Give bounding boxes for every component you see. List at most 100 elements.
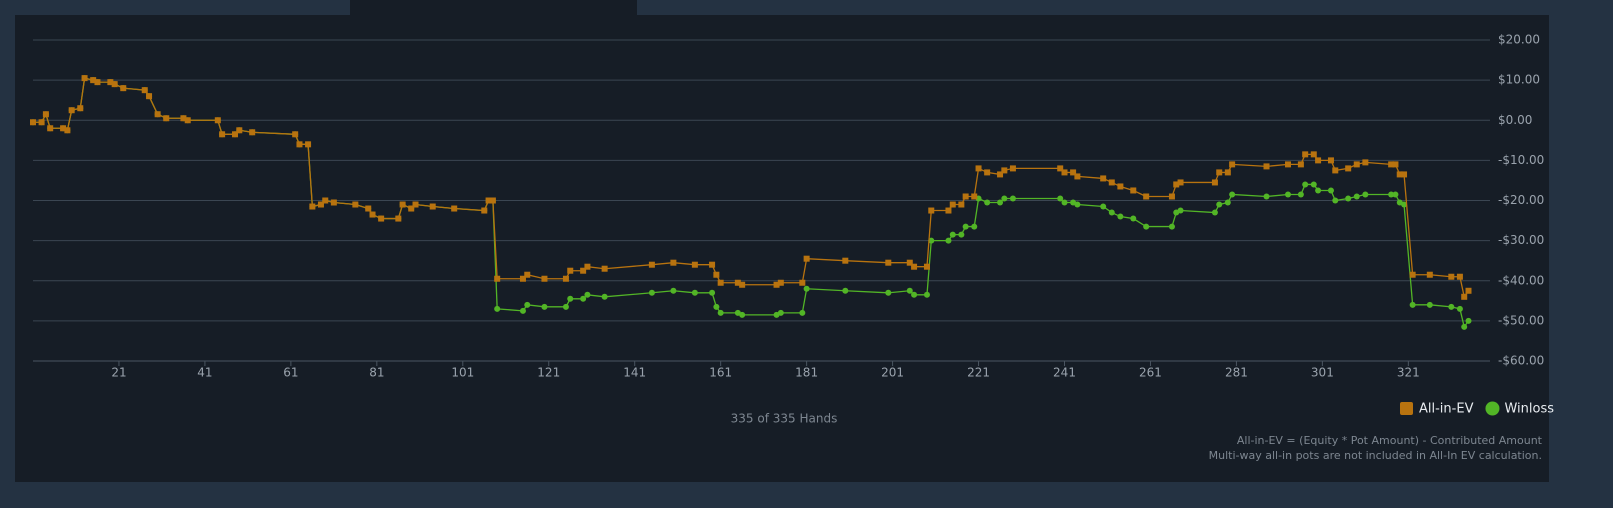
legend-marker xyxy=(1485,401,1500,416)
point xyxy=(524,271,531,278)
point xyxy=(1117,183,1124,190)
point xyxy=(1456,305,1463,312)
point xyxy=(1388,161,1395,168)
x-tick-label: 161 xyxy=(709,366,732,380)
active-tab[interactable] xyxy=(350,0,637,16)
legend-label: All-in-EV xyxy=(1419,402,1474,417)
point xyxy=(691,289,698,296)
y-tick-label: $20.00 xyxy=(1498,33,1540,47)
point xyxy=(1177,179,1184,186)
x-tick-label: 321 xyxy=(1397,366,1420,380)
point xyxy=(1108,179,1115,186)
point xyxy=(214,117,221,124)
point xyxy=(1465,317,1472,324)
point xyxy=(1216,201,1223,208)
note: All-in-EV = (Equity * Pot Amount) - Cont… xyxy=(1237,434,1543,447)
point xyxy=(928,207,935,214)
point xyxy=(842,257,849,264)
point xyxy=(562,275,569,282)
x-tick-label: 261 xyxy=(1139,366,1162,380)
point xyxy=(77,105,84,112)
point xyxy=(1263,163,1270,170)
point xyxy=(945,237,952,244)
point xyxy=(1057,195,1064,202)
point xyxy=(1297,161,1304,168)
x-tick-label: 101 xyxy=(451,366,474,380)
point xyxy=(481,207,488,214)
point xyxy=(1315,187,1322,194)
point xyxy=(928,237,935,244)
x-tick-label: 121 xyxy=(537,366,560,380)
point xyxy=(601,293,608,300)
point xyxy=(842,287,849,294)
point xyxy=(111,81,118,88)
point xyxy=(971,193,978,200)
point xyxy=(580,267,587,274)
point xyxy=(984,199,991,206)
point xyxy=(949,231,956,238)
point xyxy=(562,303,569,310)
point xyxy=(739,281,746,288)
point xyxy=(412,201,419,208)
point xyxy=(971,223,978,230)
point xyxy=(296,141,303,148)
point xyxy=(365,205,372,212)
point xyxy=(94,79,101,86)
point xyxy=(322,197,329,204)
point xyxy=(1130,187,1137,194)
point xyxy=(378,215,385,222)
legend-item[interactable]: All-in-EV xyxy=(1400,402,1474,417)
point xyxy=(773,281,780,288)
point xyxy=(1448,273,1455,280)
point xyxy=(141,87,148,94)
point xyxy=(1401,201,1408,208)
point xyxy=(713,303,720,310)
y-tick-label: $10.00 xyxy=(1498,73,1540,87)
x-tick-label: 301 xyxy=(1311,366,1334,380)
legend-item[interactable]: Winloss xyxy=(1485,401,1554,417)
note: Multi-way all-in pots are not included i… xyxy=(1209,449,1542,462)
point xyxy=(1461,293,1468,300)
point xyxy=(567,267,574,274)
point xyxy=(1448,303,1455,310)
point xyxy=(1074,201,1081,208)
point xyxy=(1224,169,1231,176)
point xyxy=(962,223,969,230)
point xyxy=(1070,169,1077,176)
point xyxy=(1216,169,1223,176)
x-tick-label: 61 xyxy=(283,366,298,380)
point xyxy=(120,85,127,92)
point xyxy=(292,131,299,138)
point xyxy=(1224,199,1231,206)
point xyxy=(408,205,415,212)
point xyxy=(648,289,655,296)
point xyxy=(1211,179,1218,186)
point xyxy=(1315,157,1322,164)
point xyxy=(997,199,1004,206)
point xyxy=(670,287,677,294)
point xyxy=(184,117,191,124)
point xyxy=(1143,223,1150,230)
legend-label: Winloss xyxy=(1504,402,1554,417)
point xyxy=(1284,161,1291,168)
point xyxy=(541,303,548,310)
point xyxy=(1461,323,1468,330)
point xyxy=(30,119,36,126)
point xyxy=(1392,191,1399,198)
point xyxy=(1229,161,1236,168)
point xyxy=(309,203,316,210)
point xyxy=(709,289,716,296)
point xyxy=(1396,171,1403,178)
point xyxy=(60,125,67,132)
point xyxy=(1388,191,1395,198)
point xyxy=(317,201,324,208)
point xyxy=(670,259,677,266)
point xyxy=(429,203,436,210)
x-tick-label: 21 xyxy=(111,366,126,380)
point xyxy=(1061,199,1068,206)
point xyxy=(42,111,49,118)
point xyxy=(352,201,359,208)
point xyxy=(1345,165,1352,172)
point xyxy=(911,291,918,298)
